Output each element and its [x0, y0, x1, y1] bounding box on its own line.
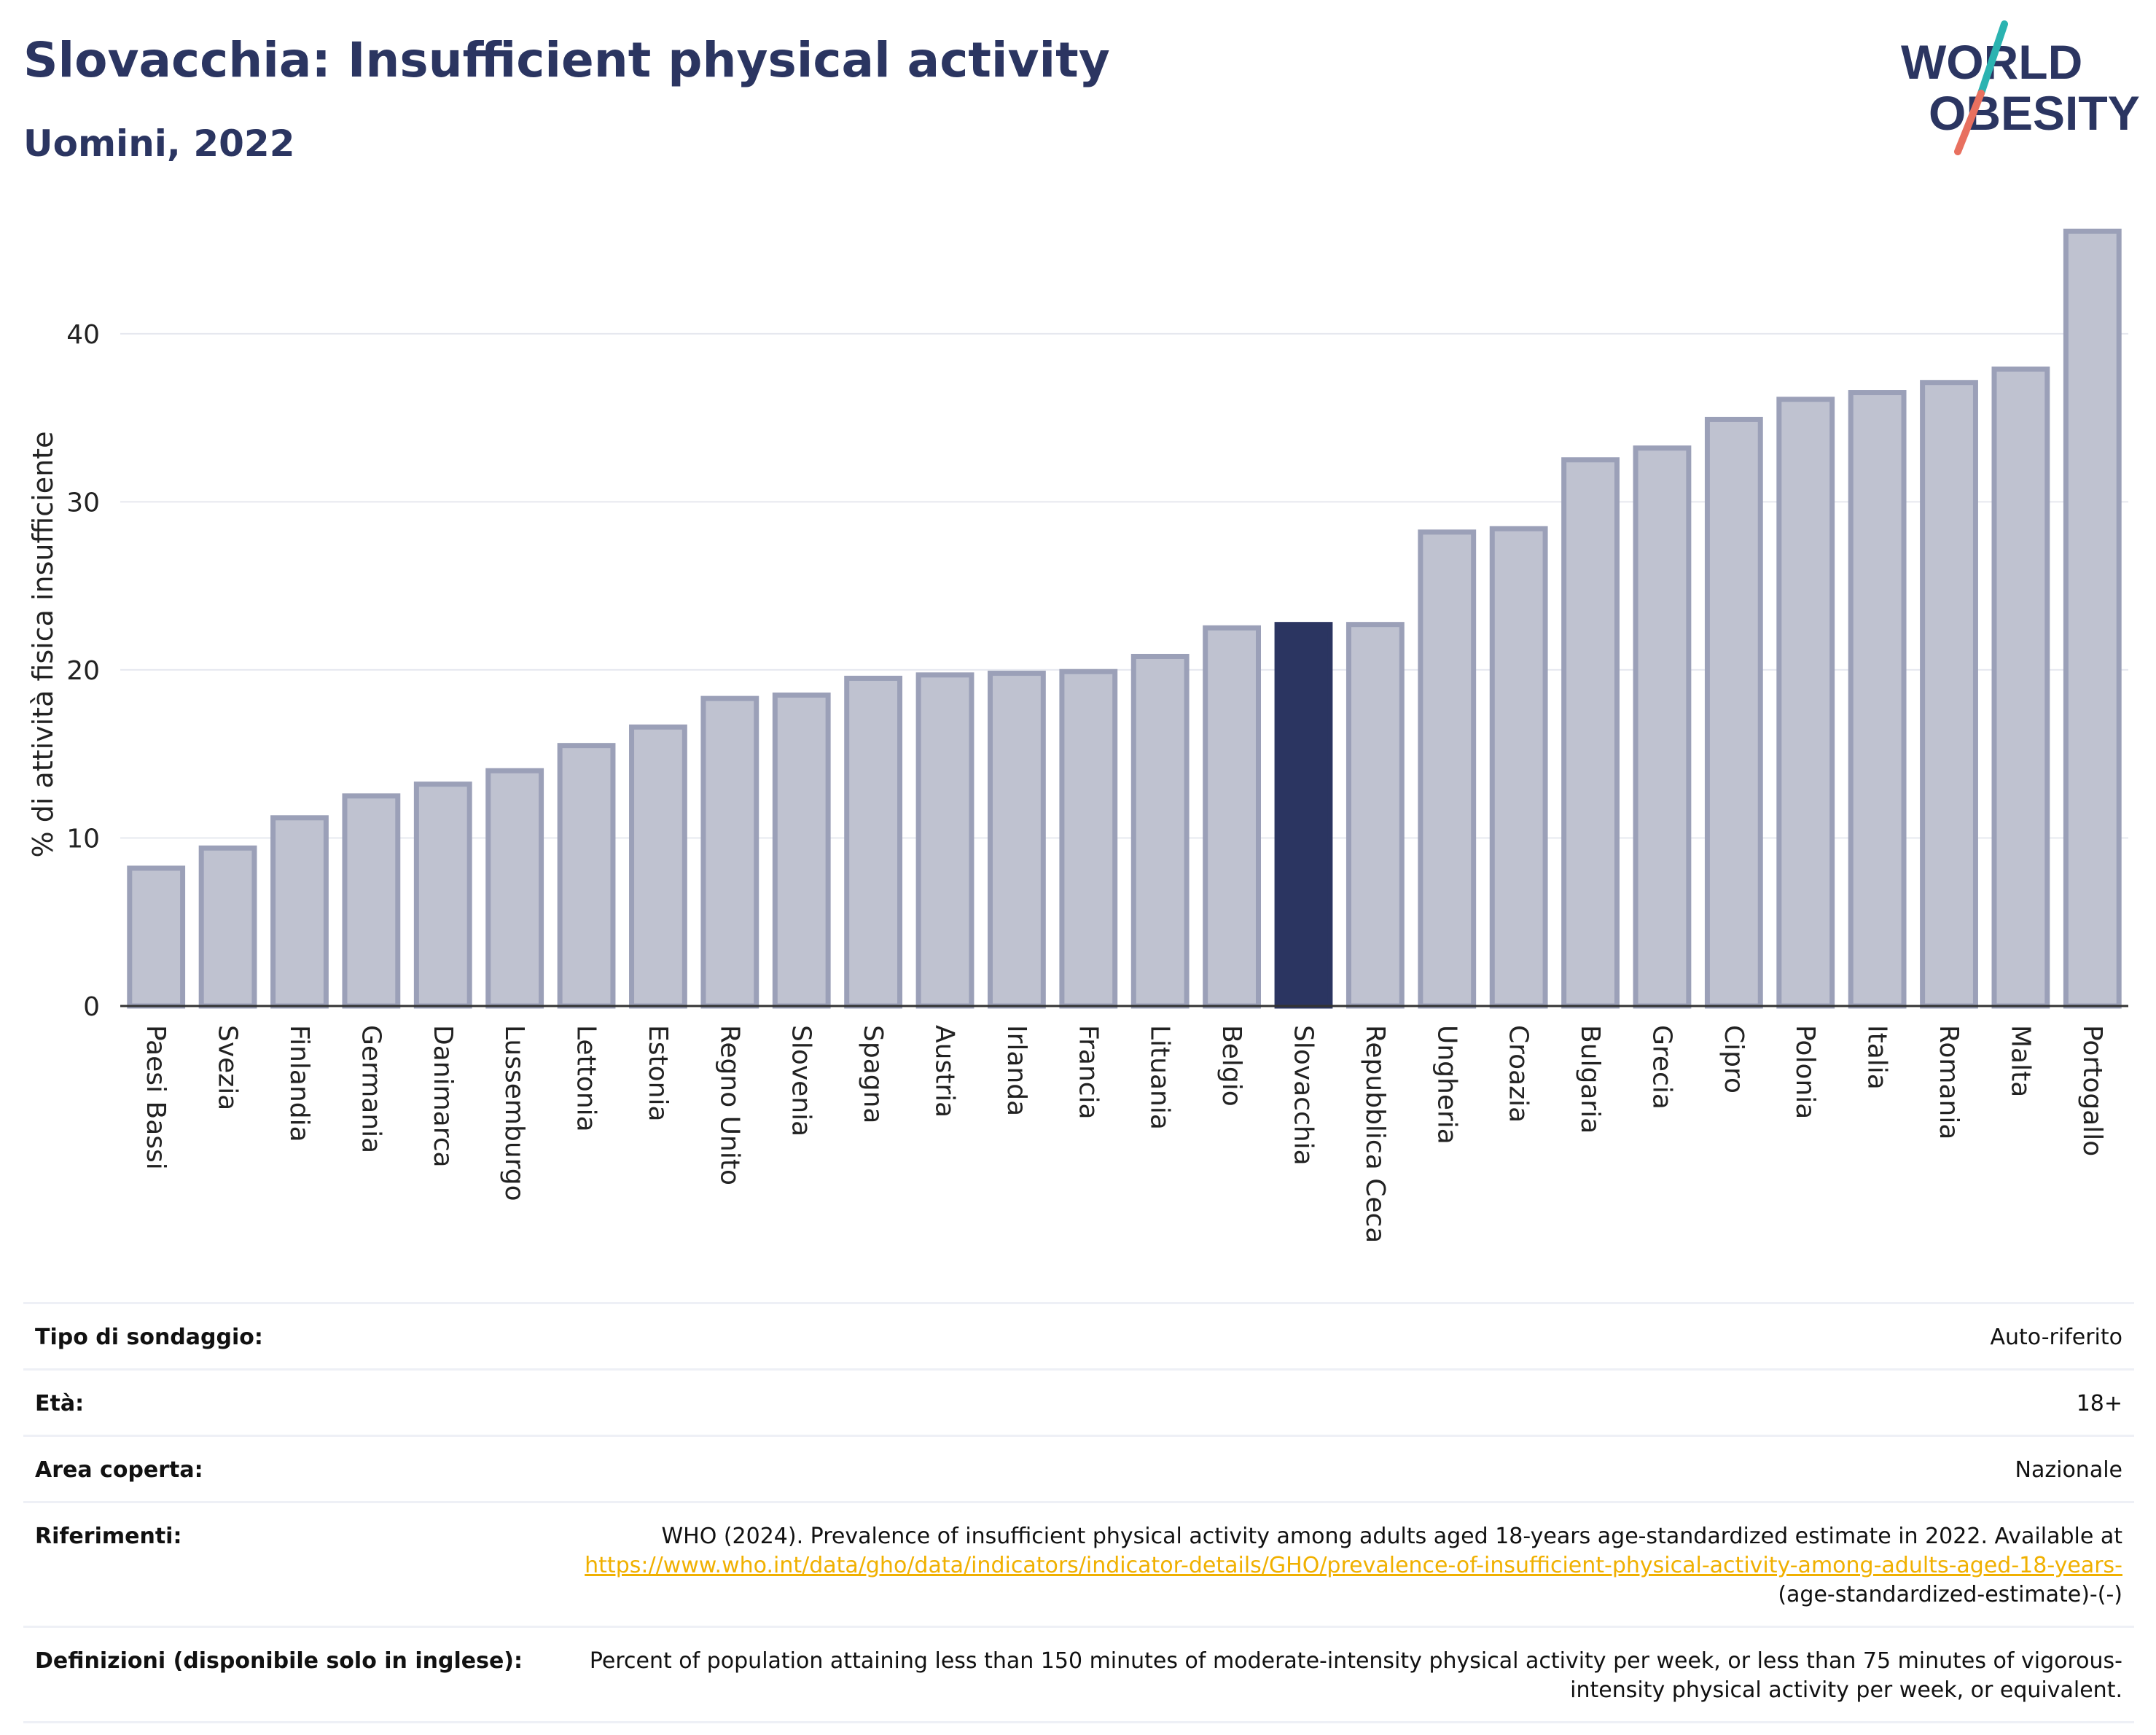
y-tick-label: 10	[66, 824, 100, 854]
bar-romania	[1920, 380, 1978, 1009]
page-title: Slovacchia: Insufficient physical activi…	[23, 32, 1110, 88]
bar-spagna	[844, 675, 903, 1009]
bar-malta	[1991, 366, 2050, 1009]
x-tick-label: Lussemburgo	[499, 1025, 529, 1201]
bar-grecia	[1633, 445, 1692, 1009]
x-tick-label: Romania	[1934, 1025, 1964, 1139]
x-tick-label: Ungheria	[1432, 1025, 1461, 1145]
x-tick-label: Irlanda	[1001, 1025, 1031, 1116]
x-tick-label: Svezia	[213, 1025, 243, 1110]
x-axis-ticks: Paesi Bassi Svezia Finlandia Germania Danima…	[141, 1025, 2107, 1243]
references-suffix: (age-standardized-estimate)-(-)	[1778, 1582, 2122, 1607]
bar-francia	[1059, 668, 1118, 1009]
x-tick-label: Germania	[356, 1025, 386, 1153]
x-tick-label: Portogallo	[2077, 1025, 2107, 1156]
y-axis-label: % di attività fisica insufficiente	[27, 432, 59, 858]
age-value: 18+	[2076, 1391, 2122, 1416]
x-tick-label: Paesi Bassi	[141, 1025, 171, 1170]
page-subtitle: Uomini, 2022	[23, 122, 295, 165]
meta-row-age: Età: 18+	[23, 1368, 2134, 1435]
bar-danimarca	[413, 781, 472, 1009]
references-value: WHO (2024). Prevalence of insufficient p…	[555, 1522, 2122, 1610]
bar-slovacchia	[1274, 622, 1333, 1009]
x-tick-label: Malta	[2005, 1025, 2035, 1097]
bar-lussemburgo	[485, 768, 544, 1009]
meta-row-definitions: Definizioni (disponibile solo in inglese…	[23, 1626, 2134, 1723]
bar-belgio	[1203, 625, 1261, 1009]
x-tick-label: Lettonia	[571, 1025, 601, 1132]
bar-regno-unito	[700, 695, 759, 1009]
y-tick-label: 30	[66, 488, 100, 518]
x-tick-label: Cipro	[1719, 1025, 1749, 1093]
x-tick-label: Grecia	[1647, 1025, 1676, 1110]
x-tick-label: Slovenia	[786, 1025, 816, 1136]
x-tick-label: Italia	[1862, 1025, 1892, 1090]
bar-lettonia	[557, 743, 616, 1009]
bars	[127, 228, 2122, 1009]
bar-svezia	[198, 845, 257, 1009]
x-tick-label: Spagna	[858, 1025, 888, 1124]
bar-polonia	[1776, 397, 1835, 1009]
x-tick-label: Regno Unito	[714, 1025, 744, 1185]
definitions-label: Definizioni (disponibile solo in inglese…	[35, 1648, 523, 1674]
survey-value: Auto-riferito	[1990, 1325, 2122, 1350]
metadata-table: Tipo di sondaggio: Auto-riferito Età: 18…	[23, 1302, 2134, 1723]
bar-germania	[342, 793, 401, 1009]
references-label: Riferimenti:	[35, 1524, 182, 1549]
x-tick-label: Slovacchia	[1288, 1025, 1318, 1166]
bar-italia	[1848, 390, 1907, 1009]
area-label: Area coperta:	[35, 1457, 203, 1483]
bar-finlandia	[270, 815, 329, 1009]
x-tick-label: Francia	[1073, 1025, 1103, 1120]
x-tick-label: Lituania	[1145, 1025, 1175, 1130]
x-tick-label: Estonia	[643, 1025, 673, 1122]
meta-row-area: Area coperta: Nazionale	[23, 1435, 2134, 1501]
x-tick-label: Danimarca	[428, 1025, 458, 1168]
bar-bulgaria	[1561, 457, 1620, 1009]
bar-cipro	[1704, 416, 1763, 1009]
bar-lituania	[1130, 653, 1190, 1009]
meta-row-references: Riferimenti: WHO (2024). Prevalence of i…	[23, 1501, 2134, 1626]
references-text: WHO (2024). Prevalence of insufficient p…	[661, 1524, 2122, 1549]
survey-label: Tipo di sondaggio:	[35, 1325, 263, 1350]
bar-ungheria	[1418, 529, 1477, 1009]
area-value: Nazionale	[2015, 1457, 2122, 1483]
y-tick-label: 40	[66, 320, 100, 350]
x-tick-label: Croazia	[1504, 1025, 1534, 1123]
x-tick-label: Repubblica Ceca	[1360, 1025, 1390, 1243]
x-tick-label: Finlandia	[284, 1025, 314, 1142]
bar-austria	[915, 672, 975, 1009]
bar-portogallo	[2063, 228, 2122, 1009]
world-obesity-logo: WORLD OBESITY	[1901, 20, 2140, 155]
bar-paesi-bassi	[127, 865, 186, 1009]
bar-slovenia	[772, 693, 831, 1009]
logo-slash-teal	[1977, 20, 2008, 97]
bar-repubblica-ceca	[1345, 622, 1405, 1009]
y-tick-label: 0	[83, 992, 100, 1022]
bar-estonia	[629, 724, 687, 1009]
logo-slash-coral	[1954, 90, 1985, 155]
age-label: Età:	[35, 1391, 85, 1416]
bar-chart: 0 10 20 30 40 Paesi Bassi Svezia Finlandia Germ…	[27, 228, 2128, 1243]
x-tick-label: Belgio	[1216, 1025, 1246, 1107]
y-tick-label: 20	[66, 656, 100, 686]
bar-croazia	[1489, 526, 1548, 1009]
y-axis-ticks: 0 10 20 30 40	[66, 320, 100, 1022]
bar-irlanda	[988, 671, 1046, 1009]
references-link[interactable]: https://www.who.int/data/gho/data/indica…	[585, 1553, 2122, 1578]
x-tick-label: Austria	[930, 1025, 960, 1118]
definitions-value: Percent of population attaining less tha…	[589, 1648, 2122, 1703]
x-tick-label: Polonia	[1790, 1025, 1820, 1119]
x-tick-label: Bulgaria	[1575, 1025, 1605, 1134]
meta-row-survey: Tipo di sondaggio: Auto-riferito	[23, 1302, 2134, 1368]
